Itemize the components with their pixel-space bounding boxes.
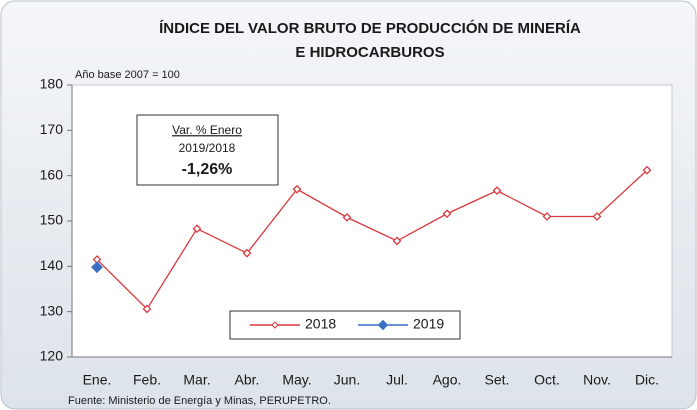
- legend-marker: [271, 321, 279, 329]
- x-tick-label: Jul.: [386, 372, 408, 388]
- legend-label: 2018: [305, 316, 336, 332]
- y-tick-label: 150: [40, 212, 64, 228]
- y-tick-label: 170: [40, 121, 64, 137]
- marker: [142, 304, 152, 314]
- marker: [642, 165, 652, 175]
- marker: [392, 236, 402, 246]
- subtitle: Año base 2007 = 100: [75, 69, 180, 81]
- x-tick-label: Mar.: [183, 372, 210, 388]
- y-tick-label: 160: [40, 166, 64, 182]
- marker: [442, 209, 452, 219]
- annotation-box: [136, 114, 279, 186]
- x-tick-label: Feb.: [133, 372, 161, 388]
- y-tick-label: 130: [40, 302, 64, 318]
- annotation: Var. % Enero: [172, 123, 242, 137]
- x-tick-label: Ago.: [433, 372, 462, 388]
- y-tick-label: 140: [40, 257, 64, 273]
- x-tick-label: Set.: [485, 372, 510, 388]
- legend-label: 2019: [413, 316, 444, 332]
- x-tick-label: Oct.: [534, 372, 560, 388]
- marker: [492, 186, 502, 196]
- x-tick-label: Abr.: [235, 372, 260, 388]
- legend-marker: [377, 319, 389, 331]
- y-tick-label: 180: [40, 76, 64, 92]
- marker: [91, 261, 103, 274]
- x-tick-label: Ene.: [83, 372, 112, 388]
- x-tick-label: Dic.: [635, 372, 659, 388]
- marker: [242, 248, 252, 258]
- marker: [342, 212, 352, 222]
- x-tick-label: Nov.: [583, 372, 611, 388]
- marker: [192, 224, 202, 234]
- annotation: -1,26%: [182, 161, 233, 178]
- y-tick-label: 120: [40, 348, 64, 364]
- marker: [592, 212, 602, 221]
- x-tick-label: May.: [282, 372, 311, 388]
- marker: [292, 184, 302, 194]
- chart-title: ÍNDICE DEL VALOR BRUTO DE PRODUCCIÓN DE …: [159, 19, 581, 37]
- annotation: 2019/2018: [179, 141, 236, 155]
- chart-title: E HIDROCARBUROS: [295, 44, 444, 61]
- source: Fuente: Ministerio de Energía y Minas, P…: [68, 395, 331, 407]
- marker: [542, 212, 552, 221]
- series-line: [96, 169, 648, 310]
- x-tick-label: Jun.: [334, 372, 360, 388]
